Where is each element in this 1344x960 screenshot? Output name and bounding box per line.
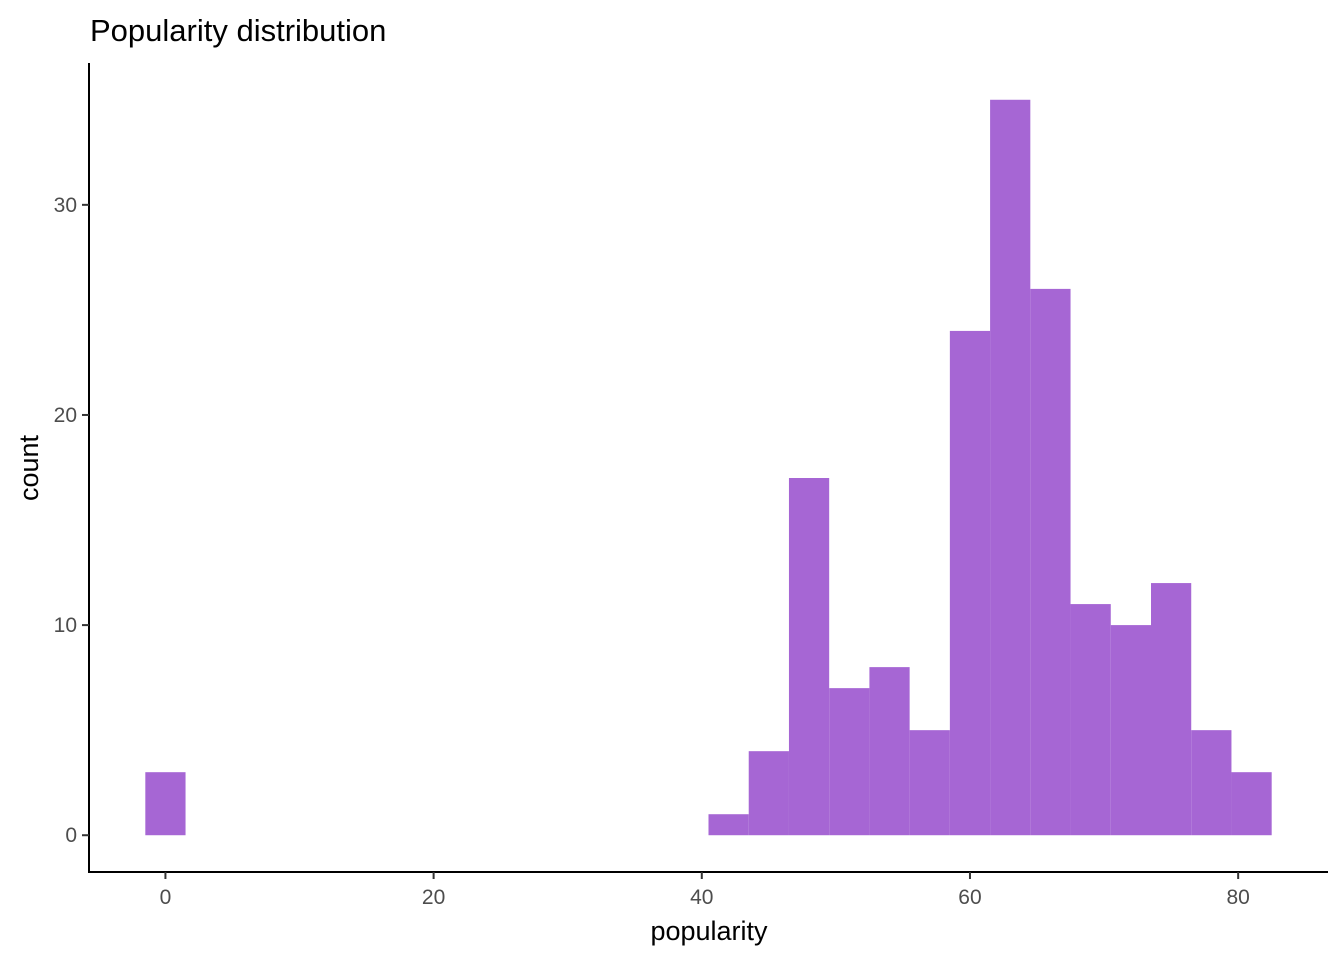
- histogram-bar-1: [708, 814, 749, 836]
- chart-title: Popularity distribution: [90, 13, 386, 48]
- histogram-bar-0: [145, 772, 186, 836]
- x-tick-label-0: 0: [160, 886, 172, 909]
- y-axis-ticks: 0 10 20 30: [54, 194, 89, 847]
- x-tick-label-1: 20: [422, 886, 445, 909]
- y-tick-label-1: 10: [54, 614, 77, 637]
- histogram-bar-3: [788, 478, 830, 836]
- y-axis-title: count: [14, 434, 44, 501]
- histogram-bar-11: [1110, 625, 1151, 836]
- x-axis-title: popularity: [650, 916, 768, 946]
- y-tick-label-3: 30: [54, 194, 77, 217]
- x-axis-ticks: 0 20 40 60 80: [160, 872, 1250, 909]
- histogram-bar-8: [990, 99, 1031, 836]
- histogram-bar-14: [1231, 772, 1272, 836]
- histogram-bar-7: [949, 330, 991, 836]
- histogram-bar-10: [1070, 604, 1111, 836]
- bars-layer: [145, 99, 1272, 836]
- y-tick-label-0: 0: [65, 824, 77, 847]
- histogram-bar-13: [1191, 730, 1232, 836]
- histogram-bar-4: [829, 688, 870, 836]
- x-tick-label-4: 80: [1226, 886, 1249, 909]
- histogram-bar-2: [748, 751, 789, 836]
- y-tick-label-2: 20: [54, 404, 77, 427]
- histogram-bar-5: [869, 667, 910, 836]
- histogram-bar-9: [1030, 288, 1071, 836]
- x-tick-label-3: 60: [958, 886, 981, 909]
- histogram-bar-6: [909, 730, 950, 836]
- x-tick-label-2: 40: [690, 886, 713, 909]
- histogram-bar-12: [1151, 583, 1192, 836]
